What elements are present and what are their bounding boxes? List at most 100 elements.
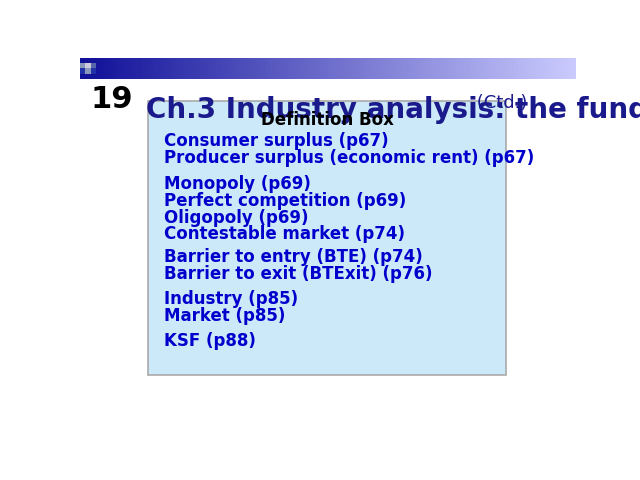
Bar [100, 58, 106, 79]
Text: Definition Box: Definition Box [260, 111, 394, 129]
Bar [275, 58, 279, 79]
Bar [125, 58, 131, 79]
Bar [527, 58, 531, 79]
Bar [299, 58, 304, 79]
Bar [138, 58, 143, 79]
Bar [250, 58, 254, 79]
Bar [419, 58, 424, 79]
Bar [556, 58, 560, 79]
Bar [452, 58, 457, 79]
Bar [465, 58, 469, 79]
Bar [374, 58, 378, 79]
Bar [85, 63, 91, 68]
Bar [365, 58, 370, 79]
Bar [225, 58, 230, 79]
Bar [431, 58, 436, 79]
Bar [307, 58, 312, 79]
Bar [477, 58, 482, 79]
Bar [237, 58, 242, 79]
Bar [468, 58, 474, 79]
Text: Barrier to entry (BTE) (p74): Barrier to entry (BTE) (p74) [164, 248, 422, 266]
Bar [84, 58, 89, 79]
Bar [522, 58, 527, 79]
Bar [105, 58, 109, 79]
Bar [142, 58, 147, 79]
Bar [146, 58, 151, 79]
Bar [456, 58, 461, 79]
Bar [175, 58, 180, 79]
Bar [179, 58, 184, 79]
Bar [473, 58, 477, 79]
Text: Monopoly (p69): Monopoly (p69) [164, 175, 310, 192]
Text: Ch.3 Industry analysis: the fundamentals: Ch.3 Industry analysis: the fundamentals [146, 96, 640, 124]
Bar [572, 58, 577, 79]
Bar [518, 58, 523, 79]
Bar [411, 58, 415, 79]
Text: Barrier to exit (BTExit) (p76): Barrier to exit (BTExit) (p76) [164, 265, 432, 283]
Bar [510, 58, 515, 79]
Bar [353, 58, 358, 79]
Bar [212, 58, 217, 79]
Bar [196, 58, 201, 79]
Bar [386, 58, 391, 79]
Bar [229, 58, 234, 79]
Text: (Ctd.): (Ctd.) [472, 94, 528, 112]
Bar [278, 58, 284, 79]
Bar [80, 58, 85, 79]
Bar [171, 58, 176, 79]
Bar [91, 63, 96, 68]
Bar [551, 58, 556, 79]
Bar [183, 58, 188, 79]
Bar [340, 58, 346, 79]
Bar [113, 58, 118, 79]
Bar [91, 68, 96, 74]
Bar [159, 58, 163, 79]
Bar [253, 58, 259, 79]
Bar [233, 58, 238, 79]
FancyBboxPatch shape [148, 101, 506, 375]
Text: 19: 19 [91, 84, 134, 114]
Bar [109, 58, 114, 79]
Bar [344, 58, 349, 79]
Bar [361, 58, 366, 79]
Bar [208, 58, 213, 79]
Bar [403, 58, 407, 79]
Bar [88, 58, 93, 79]
Bar [221, 58, 225, 79]
Bar [506, 58, 511, 79]
Bar [80, 68, 85, 74]
Bar [534, 58, 540, 79]
Bar [303, 58, 308, 79]
Bar [134, 58, 139, 79]
Bar [332, 58, 337, 79]
Bar [378, 58, 383, 79]
Text: Industry (p85): Industry (p85) [164, 290, 298, 308]
Text: KSF (p88): KSF (p88) [164, 333, 255, 350]
Bar [543, 58, 548, 79]
Bar [85, 68, 91, 74]
Bar [262, 58, 267, 79]
Bar [150, 58, 155, 79]
Bar [287, 58, 292, 79]
Bar [531, 58, 536, 79]
Bar [245, 58, 250, 79]
Bar [122, 58, 126, 79]
Bar [92, 58, 97, 79]
Bar [485, 58, 490, 79]
Bar [559, 58, 564, 79]
Bar [547, 58, 552, 79]
Bar [282, 58, 287, 79]
Bar [117, 58, 122, 79]
Text: Perfect competition (p69): Perfect competition (p69) [164, 192, 406, 210]
Bar [167, 58, 172, 79]
Bar [406, 58, 412, 79]
Text: Producer surplus (economic rent) (p67): Producer surplus (economic rent) (p67) [164, 149, 534, 167]
Bar [428, 58, 432, 79]
Bar [320, 58, 324, 79]
Bar [423, 58, 428, 79]
Bar [270, 58, 275, 79]
Bar [349, 58, 353, 79]
Bar [489, 58, 494, 79]
Bar [460, 58, 465, 79]
Bar [188, 58, 193, 79]
